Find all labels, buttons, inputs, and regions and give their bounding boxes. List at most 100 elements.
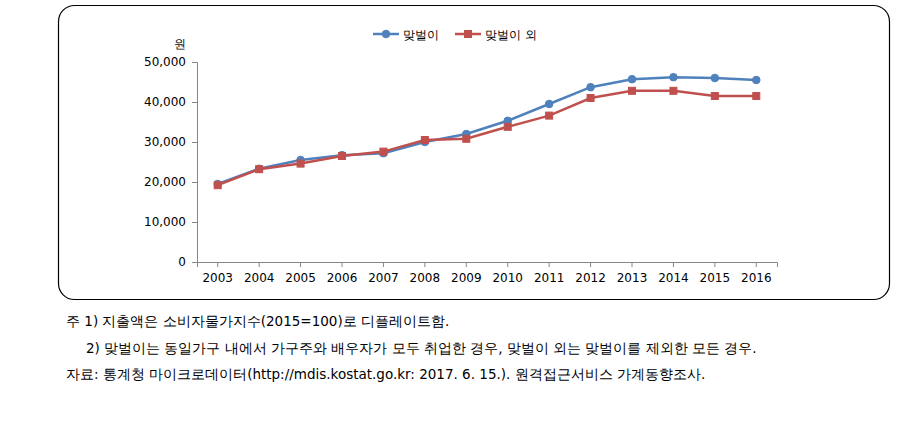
- point: [256, 166, 263, 173]
- chart: 010,00020,00030,00040,00050,000200320042…: [0, 0, 906, 421]
- legend-marker: [382, 30, 390, 38]
- point: [546, 112, 553, 119]
- point: [711, 93, 718, 100]
- legend-marker: [465, 31, 472, 38]
- tick-mark: [590, 262, 591, 267]
- point: [670, 87, 677, 94]
- note: 2) 맞벌이는 동일가구 내에서 가구주와 배우자가 모두 취업한 경우, 맞벌…: [86, 340, 757, 356]
- tick-label: 0: [178, 255, 186, 269]
- chart-frame: [59, 6, 890, 300]
- tick-mark: [383, 262, 384, 267]
- point: [339, 153, 346, 160]
- line: [218, 91, 757, 185]
- point: [214, 180, 222, 188]
- tick-mark: [259, 262, 260, 267]
- tick-mark: [507, 262, 508, 267]
- tick-label: 50,000: [144, 55, 186, 69]
- tick: 10,000: [144, 215, 197, 229]
- point: [753, 93, 760, 100]
- tick-mark: [673, 262, 674, 267]
- tick: 2004: [244, 262, 275, 285]
- tick-mark: [192, 142, 197, 143]
- tick-mark: [217, 262, 218, 267]
- tick-label: 40,000: [144, 95, 186, 109]
- tick-label: 2004: [244, 271, 275, 285]
- tick: 2011: [534, 262, 565, 285]
- tick: 50,000: [144, 55, 197, 69]
- axis-title: 원: [174, 37, 186, 51]
- tick-label: 2010: [492, 271, 523, 285]
- point: [380, 148, 387, 155]
- tick: 2008: [410, 262, 441, 285]
- point: [214, 182, 221, 189]
- point: [255, 165, 263, 173]
- tick: 2013: [617, 262, 648, 285]
- tick-mark: [300, 262, 301, 267]
- point: [338, 151, 346, 159]
- tick-mark: [192, 262, 197, 263]
- tick: 0: [178, 255, 197, 269]
- point: [752, 76, 760, 84]
- tick-label: 2007: [368, 271, 399, 285]
- tick-mark: [342, 262, 343, 267]
- y-axis: 0 10,000 20,000 30,000 40,000 50,000: [144, 55, 198, 269]
- tick-mark: [549, 262, 550, 267]
- tick-label: 2013: [617, 271, 648, 285]
- note: 주 1) 지출액은 소비자물가지수(2015=100)로 디플레이트함.: [66, 313, 449, 329]
- tick-label: 2012: [575, 271, 606, 285]
- point: [545, 100, 553, 108]
- tick-label: 2006: [327, 271, 358, 285]
- tick-label: 2015: [700, 271, 731, 285]
- point: [628, 75, 636, 83]
- tick: 2005: [285, 262, 316, 285]
- tick: 30,000: [144, 135, 197, 149]
- tick: 2016: [741, 262, 772, 285]
- tick-label: 2014: [658, 271, 689, 285]
- tick-mark: [632, 262, 633, 267]
- tick: 2015: [700, 262, 731, 285]
- tick: 2009: [451, 262, 482, 285]
- tick-mark: [192, 62, 197, 63]
- legend-item: 맞벌이 외: [455, 28, 537, 42]
- tick-label: 2008: [410, 271, 441, 285]
- tick-mark: [714, 262, 715, 267]
- series: [214, 87, 760, 188]
- legend: 맞벌이 맞벌이 외: [373, 28, 537, 42]
- tick: 40,000: [144, 95, 197, 109]
- axis-line: [198, 263, 778, 268]
- point: [711, 74, 719, 82]
- point: [629, 87, 636, 94]
- tick-label: 2016: [741, 271, 772, 285]
- tick-label: 10,000: [144, 215, 186, 229]
- tick-label: 2011: [534, 271, 565, 285]
- legend-item: 맞벌이: [373, 28, 439, 42]
- tick: 2007: [368, 262, 399, 285]
- series: [214, 73, 760, 187]
- tick: 2012: [575, 262, 606, 285]
- point: [463, 135, 470, 142]
- line: [218, 77, 757, 184]
- x-axis: 2003 2004 2005 2006 2007 2008 2009 2010 2011 2012…: [198, 262, 778, 285]
- tick: 2003: [202, 262, 233, 285]
- tick-mark: [192, 222, 197, 223]
- tick-mark: [466, 262, 467, 267]
- tick-label: 20,000: [144, 175, 186, 189]
- point: [587, 83, 595, 91]
- tick-mark: [192, 102, 197, 103]
- plot-area: [214, 73, 760, 188]
- legend-label: 맞벌이: [403, 28, 439, 42]
- tick-label: 2009: [451, 271, 482, 285]
- tick-label: 30,000: [144, 135, 186, 149]
- point: [504, 123, 511, 130]
- point: [670, 73, 678, 81]
- tick-label: 2005: [285, 271, 316, 285]
- tick: 2014: [658, 262, 689, 285]
- tick: 20,000: [144, 175, 197, 189]
- legend-label: 맞벌이 외: [485, 28, 537, 42]
- tick: 2006: [327, 262, 358, 285]
- tick-mark: [424, 262, 425, 267]
- tick-mark: [192, 182, 197, 183]
- tick-label: 2003: [202, 271, 233, 285]
- tick: 2010: [492, 262, 523, 285]
- point: [421, 137, 428, 144]
